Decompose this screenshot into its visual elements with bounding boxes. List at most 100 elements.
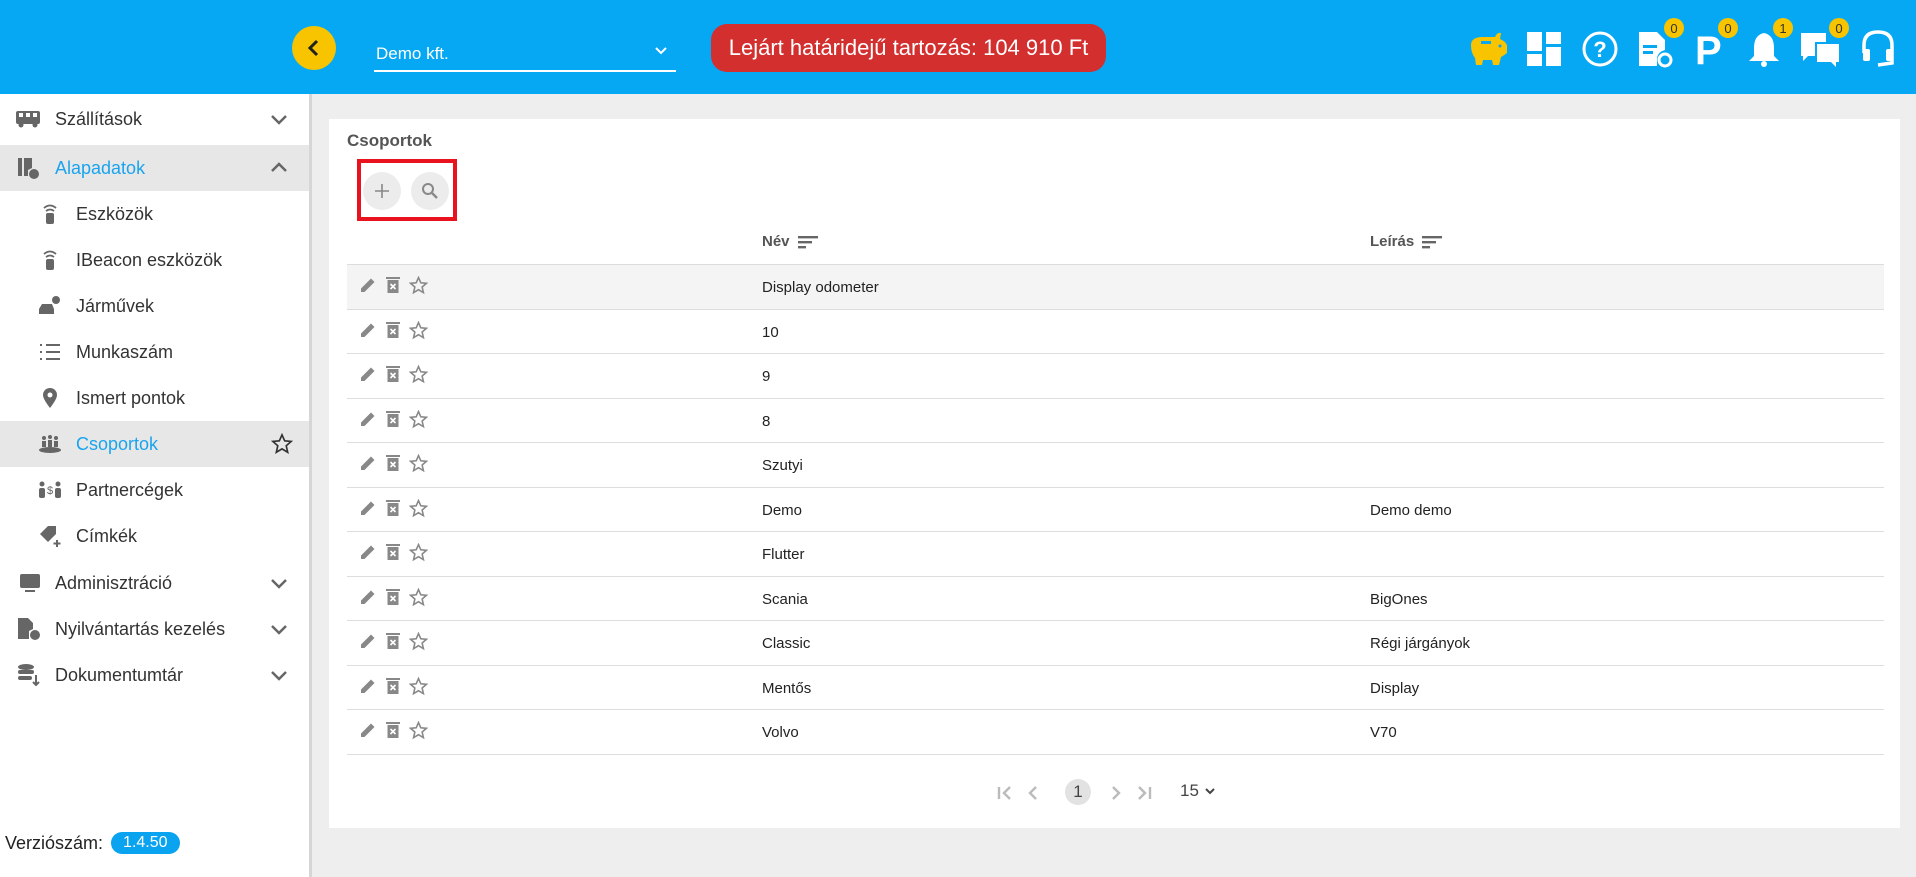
- sidebar-item-ismert-pontok[interactable]: Ismert pontok: [0, 375, 309, 421]
- back-button[interactable]: [292, 26, 336, 70]
- sidebar-item-alapadatok[interactable]: Alapadatok: [0, 145, 309, 191]
- edit-icon[interactable]: [359, 276, 377, 294]
- delete-icon[interactable]: [385, 321, 401, 339]
- star-outline-icon[interactable]: [271, 433, 293, 455]
- delete-icon[interactable]: [385, 677, 401, 695]
- company-select-value: Demo kft.: [376, 44, 449, 63]
- star-outline-icon[interactable]: [409, 543, 428, 562]
- column-header-leiras[interactable]: Leírás: [1370, 233, 1443, 250]
- table-row[interactable]: Szutyi: [347, 443, 1884, 488]
- settings-data-icon: [15, 155, 41, 181]
- piggy-bank-button[interactable]: [1465, 26, 1511, 72]
- table-row[interactable]: Demo Demo demo: [347, 488, 1884, 532]
- table-row[interactable]: Volvo V70: [347, 710, 1884, 755]
- edit-icon[interactable]: [359, 365, 377, 383]
- numbered-list-icon: [37, 339, 63, 365]
- sidebar-item-csoportok[interactable]: Csoportok: [0, 421, 309, 467]
- previous-page-icon[interactable]: [1023, 783, 1043, 803]
- sidebar-item-partnercegek[interactable]: $ Partnercégek: [0, 467, 309, 513]
- chat-button[interactable]: 0: [1797, 18, 1849, 72]
- bus-icon: [15, 106, 41, 132]
- table-row[interactable]: 9: [347, 354, 1884, 399]
- delete-icon[interactable]: [385, 365, 401, 383]
- sidebar-item-eszkozok[interactable]: Eszközök: [0, 191, 309, 237]
- star-outline-icon[interactable]: [409, 632, 428, 651]
- column-header-nev[interactable]: Név: [762, 233, 818, 250]
- edit-icon[interactable]: [359, 721, 377, 739]
- table-row[interactable]: Mentős Display: [347, 666, 1884, 710]
- star-outline-icon[interactable]: [409, 454, 428, 473]
- notifications-button[interactable]: 1: [1741, 18, 1793, 72]
- delete-icon[interactable]: [385, 632, 401, 650]
- edit-icon[interactable]: [359, 588, 377, 606]
- star-outline-icon[interactable]: [409, 409, 428, 429]
- document-refresh-icon: [1639, 32, 1673, 68]
- table-row[interactable]: Scania BigOnes: [347, 577, 1884, 621]
- sidebar-item-jarmuvek[interactable]: Járművek: [0, 283, 309, 329]
- cell-description: Demo demo: [1370, 501, 1452, 519]
- delete-icon[interactable]: [385, 721, 401, 739]
- edit-icon[interactable]: [359, 543, 377, 561]
- sort-icon: [1422, 235, 1443, 248]
- table-row[interactable]: 10: [347, 310, 1884, 354]
- star-outline-icon[interactable]: [409, 365, 428, 384]
- search-button[interactable]: [411, 172, 449, 210]
- add-button[interactable]: [363, 172, 401, 210]
- sidebar-item-label: Partnercégek: [76, 479, 184, 500]
- sidebar-item-szallitasok[interactable]: Szállítások: [0, 96, 309, 142]
- group-icon: [37, 431, 63, 457]
- sidebar-item-munkaszam[interactable]: Munkaszám: [0, 329, 309, 375]
- page-size-value: 15: [1180, 781, 1199, 800]
- parking-button[interactable]: P 0: [1686, 18, 1738, 72]
- star-outline-icon[interactable]: [409, 721, 428, 740]
- dashboard-button[interactable]: [1521, 26, 1567, 72]
- table-row[interactable]: Display odometer: [347, 265, 1884, 310]
- partners-icon: $: [37, 477, 63, 503]
- help-icon: ?: [1582, 31, 1618, 67]
- last-page-icon[interactable]: [1134, 783, 1154, 803]
- support-button[interactable]: [1855, 26, 1901, 72]
- edit-icon[interactable]: [359, 454, 377, 472]
- sidebar-item-label: Adminisztráció: [55, 572, 173, 593]
- sidebar-item-nyilvantartas[interactable]: Nyilvántartás kezelés: [0, 606, 309, 652]
- headset-icon: [1862, 30, 1894, 67]
- delete-icon[interactable]: [385, 410, 401, 428]
- delete-icon[interactable]: [385, 543, 401, 561]
- star-outline-icon[interactable]: [409, 276, 428, 295]
- delete-icon[interactable]: [385, 276, 401, 294]
- table-row[interactable]: Flutter: [347, 532, 1884, 577]
- help-button[interactable]: ?: [1577, 26, 1623, 72]
- star-outline-icon[interactable]: [409, 676, 428, 696]
- chevron-down-icon: [655, 47, 667, 55]
- first-page-icon[interactable]: [995, 783, 1015, 803]
- star-outline-icon[interactable]: [409, 587, 428, 607]
- sidebar-item-label: Szállítások: [55, 108, 143, 129]
- delete-icon[interactable]: [385, 499, 401, 517]
- sidebar-item-ibeacon[interactable]: IBeacon eszközök: [0, 237, 309, 283]
- cell-name: Scania: [762, 590, 808, 608]
- delete-icon[interactable]: [385, 588, 401, 606]
- document-refresh-button[interactable]: 0: [1632, 18, 1684, 72]
- company-select[interactable]: Demo kft.: [374, 36, 676, 72]
- edit-icon[interactable]: [359, 410, 377, 428]
- sidebar-item-dokumentumtar[interactable]: Dokumentumtár: [0, 652, 309, 698]
- version-info: Verziószám: 1.4.50: [5, 832, 180, 854]
- edit-icon[interactable]: [359, 321, 377, 339]
- sidebar-item-label: Eszközök: [76, 203, 154, 224]
- star-outline-icon[interactable]: [409, 498, 428, 518]
- star-outline-icon[interactable]: [409, 320, 428, 340]
- table-row[interactable]: 8: [347, 399, 1884, 443]
- overdue-debt-alert[interactable]: Lejárt határidejű tartozás: 104 910 Ft: [711, 24, 1106, 72]
- sidebar-item-adminisztracio[interactable]: Adminisztráció: [0, 560, 309, 606]
- delete-icon[interactable]: [385, 454, 401, 472]
- edit-icon[interactable]: [359, 499, 377, 517]
- edit-icon[interactable]: [359, 632, 377, 650]
- table-row[interactable]: Classic Régi járgányok: [347, 621, 1884, 666]
- edit-icon[interactable]: [359, 677, 377, 695]
- sidebar-item-cimkek[interactable]: Címkék: [0, 513, 309, 559]
- page-size-select[interactable]: 15: [1180, 781, 1217, 801]
- current-page[interactable]: 1: [1065, 779, 1091, 805]
- svg-text:?: ?: [1593, 37, 1606, 62]
- next-page-icon[interactable]: [1106, 783, 1126, 803]
- chat-icon: [1801, 33, 1839, 67]
